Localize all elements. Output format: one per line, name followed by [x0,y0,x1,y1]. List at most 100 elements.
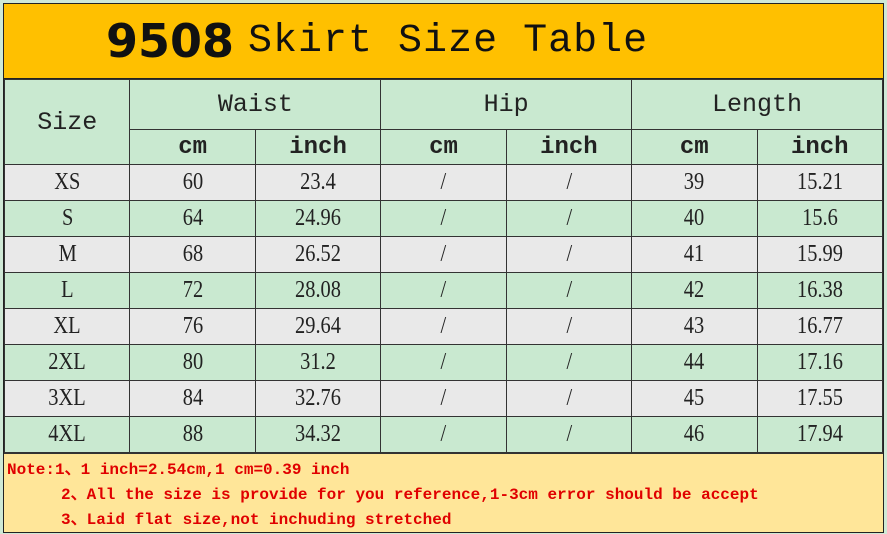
notes: Note:1、1 inch=2.54cm,1 cm=0.39 inch 2、Al… [4,453,883,532]
table-row: M 68 26.52 / / 41 15.99 [3,236,884,273]
cell-text: 2XL [48,349,86,375]
cell-text: 4XL [48,421,86,447]
cell-text: / [566,205,572,231]
style-number: 9508 [106,14,235,68]
header-row-groups: Size Waist Hip Length [3,79,883,165]
cell-text: 43 [684,313,705,339]
value-cell: 15.6 [756,200,884,237]
size-cell: S [3,200,131,237]
value-cell: / [380,272,507,309]
note-line: 3、Laid flat size,not inchuding stretched [61,511,452,529]
value-cell: 17.16 [756,344,884,381]
cell-text: 45 [684,385,705,411]
cell-text: 29.64 [295,313,341,339]
header-unit: cm [380,129,507,165]
cell-text: 64 [182,205,203,231]
cell-text: / [566,241,572,267]
table-row: 4XL 88 34.32 / / 46 17.94 [3,416,884,453]
size-table-sheet: 9508 Skirt Size Table Size Waist Hip Len… [3,3,884,533]
cell-text: / [566,277,572,303]
value-cell: / [380,308,507,345]
cell-text: 76 [182,313,203,339]
header-unit: cm [129,129,256,165]
cell-text: 15.21 [796,169,843,195]
cell-text: / [440,169,447,195]
cell-text: 40 [684,205,705,231]
cell-text: / [440,277,447,303]
size-cell: M [3,236,131,273]
table-title: 9508 Skirt Size Table [4,4,883,79]
value-cell: 43 [631,308,758,345]
value-cell: 29.64 [254,308,382,345]
value-cell: / [380,416,507,453]
value-cell: 23.4 [254,164,382,201]
value-cell: 46 [631,416,758,453]
value-cell: / [505,164,633,201]
cell-text: / [440,205,447,231]
header-length: Length [631,79,883,130]
cell-text: / [566,385,572,411]
cell-text: / [440,421,447,447]
cell-text: / [566,169,572,195]
value-cell: 16.38 [756,272,884,309]
cell-text: 28.08 [295,277,341,303]
header-unit: cm [631,129,758,165]
cell-text: 80 [182,349,203,375]
value-cell: 68 [129,236,256,273]
value-cell: 44 [631,344,758,381]
value-cell: 60 [129,164,256,201]
value-cell: 39 [631,164,758,201]
value-cell: / [380,200,507,237]
cell-text: M [58,241,77,267]
value-cell: / [380,344,507,381]
header-size: Size [3,79,131,165]
header-hip: Hip [380,79,633,130]
size-cell: XL [3,308,131,345]
cell-text: 41 [684,241,705,267]
cell-text: / [566,349,572,375]
cell-text: / [440,241,447,267]
value-cell: / [505,380,633,417]
cell-text: 39 [684,169,705,195]
value-cell: / [380,380,507,417]
value-cell: 31.2 [254,344,382,381]
cell-text: 24.96 [295,205,341,231]
title-text: Skirt Size Table [248,18,649,64]
value-cell: 17.55 [756,380,884,417]
value-cell: 84 [129,380,256,417]
cell-text: 84 [182,385,203,411]
value-cell: 88 [129,416,256,453]
cell-text: XS [54,169,81,195]
cell-text: / [566,313,572,339]
value-cell: 34.32 [254,416,382,453]
cell-text: / [440,313,447,339]
value-cell: 64 [129,200,256,237]
table-row: 2XL 80 31.2 / / 44 17.16 [3,344,884,381]
cell-text: 26.52 [295,241,341,267]
value-cell: 28.08 [254,272,382,309]
cell-text: 60 [182,169,203,195]
cell-text: 17.94 [796,421,843,447]
cell-text: 15.99 [796,241,843,267]
cell-text: 17.16 [796,349,843,375]
cell-text: / [566,421,572,447]
value-cell: / [380,164,507,201]
cell-text: 15.6 [801,205,838,231]
cell-text: 34.32 [295,421,341,447]
value-cell: 45 [631,380,758,417]
value-cell: 32.76 [254,380,382,417]
value-cell: / [505,200,633,237]
value-cell: 72 [129,272,256,309]
value-cell: 16.77 [756,308,884,345]
cell-text: 3XL [48,385,86,411]
value-cell: / [505,272,633,309]
cell-text: / [440,385,447,411]
size-cell: 4XL [3,416,131,453]
cell-text: 68 [182,241,203,267]
cell-text: L [60,277,74,303]
cell-text: 72 [182,277,203,303]
value-cell: 40 [631,200,758,237]
table-row: XS 60 23.4 / / 39 15.21 [3,164,884,201]
table-row: XL 76 29.64 / / 43 16.77 [3,308,884,345]
cell-text: 16.77 [796,313,843,339]
